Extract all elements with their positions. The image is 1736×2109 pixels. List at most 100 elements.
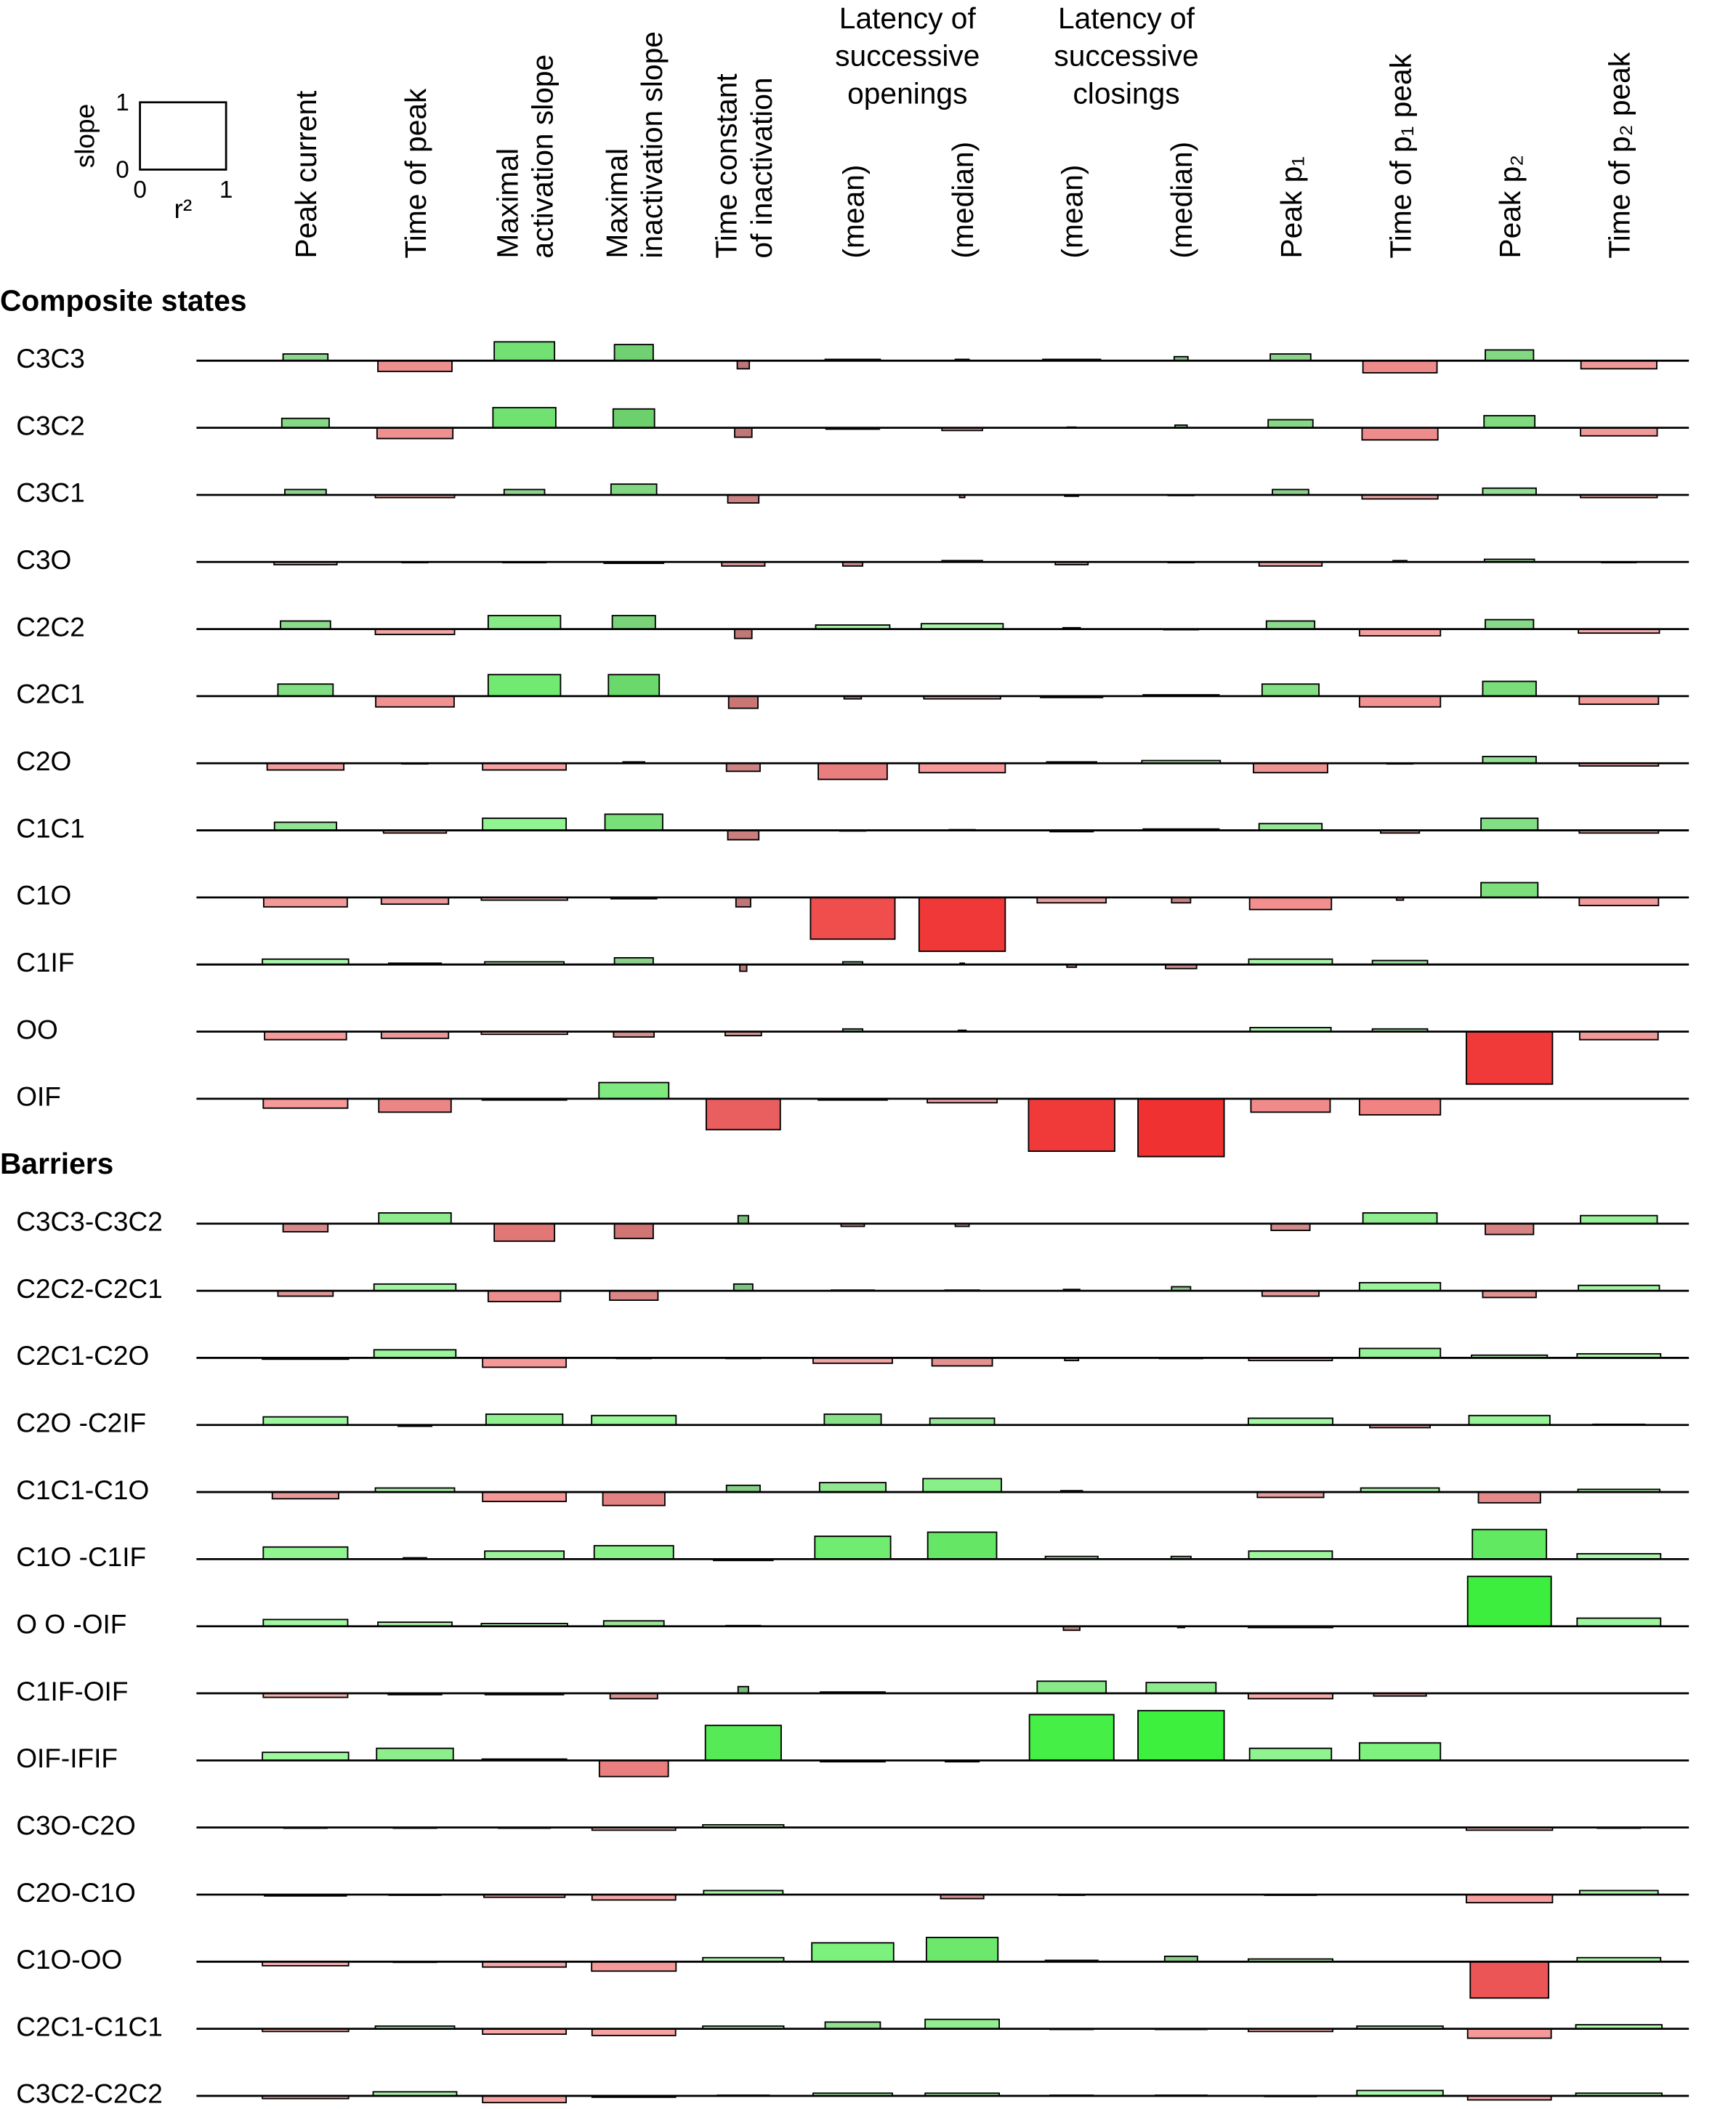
legend-y-tick: 0 [116, 156, 129, 183]
row-label: C3C2 [16, 410, 85, 440]
column-label: Time of peak [399, 88, 432, 259]
bar [1250, 1097, 1331, 1113]
bar [378, 1097, 452, 1113]
bar [602, 1491, 666, 1507]
bar [376, 1747, 454, 1762]
column-label: Maximal [600, 148, 634, 259]
bar [613, 344, 654, 362]
bar [704, 1725, 782, 1762]
row-label: C3C2-C2C2 [16, 2078, 163, 2109]
bar [818, 1482, 887, 1493]
bar [931, 1357, 993, 1367]
column-label: (median) [1165, 142, 1198, 259]
bar [1028, 1714, 1115, 1762]
bar [264, 1031, 347, 1041]
bar [482, 1491, 568, 1502]
bar [593, 1544, 674, 1560]
column-label: inactivation slope [635, 31, 669, 258]
bar [482, 817, 568, 831]
bar [487, 1290, 562, 1302]
column-label: Peak current [289, 90, 323, 259]
row-label: C1C1-C1O [16, 1475, 149, 1505]
bar [607, 674, 661, 697]
column-label: Time of p₂ peak [1603, 52, 1636, 258]
bar [1580, 360, 1658, 370]
bar [737, 1214, 749, 1225]
bar [1468, 1414, 1551, 1426]
bar [1480, 817, 1539, 831]
bar [1261, 683, 1320, 697]
bar [493, 341, 556, 362]
bar [1483, 415, 1536, 429]
bar [262, 896, 348, 908]
group-label: openings [847, 77, 967, 110]
legend-x-label: r² [174, 193, 193, 224]
bar [262, 1546, 349, 1560]
bar [810, 896, 896, 940]
row-label: OO [16, 1014, 58, 1044]
row-label: C1IF [16, 947, 74, 977]
bar [598, 1759, 669, 1778]
bar [1580, 427, 1658, 437]
column-label: (mean) [1056, 165, 1089, 259]
group-label: successive [1054, 39, 1198, 73]
bar [604, 813, 663, 831]
bar [262, 1097, 349, 1109]
bar [591, 1414, 677, 1426]
row-label: OIF [16, 1081, 61, 1112]
bar [1482, 680, 1537, 697]
bar [734, 628, 753, 640]
bar [280, 417, 330, 429]
bar [482, 1357, 568, 1368]
bar [823, 1414, 882, 1426]
bar [811, 1942, 895, 1963]
bar [378, 1212, 452, 1225]
bar [1469, 1961, 1550, 1999]
bar [1471, 1528, 1548, 1560]
bar [918, 762, 1006, 774]
bar [1466, 2028, 1552, 2039]
bar [484, 1550, 565, 1560]
bar [735, 896, 751, 908]
bar [1578, 896, 1660, 906]
bar [1480, 882, 1539, 898]
bar [1267, 419, 1314, 429]
bar [1361, 427, 1439, 441]
row-label: C3C3-C3C2 [16, 1206, 163, 1237]
bar [1466, 1894, 1554, 1904]
row-label: C2O -C2IF [16, 1408, 146, 1438]
bar [736, 360, 751, 370]
bar [375, 695, 455, 708]
bar [925, 1937, 999, 1963]
bar [922, 1477, 1002, 1493]
column-label: Maximal [490, 148, 524, 259]
bar [1248, 896, 1333, 911]
row-label: C1O-OO [16, 1944, 122, 1975]
bar [1036, 1680, 1107, 1694]
section-title: Composite states [0, 283, 247, 317]
bar [1485, 1222, 1535, 1235]
bar [814, 1535, 892, 1560]
bar [487, 674, 562, 697]
bar [1137, 1097, 1225, 1158]
bar [1578, 695, 1660, 705]
bar [705, 1097, 781, 1131]
bar [1358, 695, 1442, 708]
bar [1253, 762, 1328, 774]
bar [1578, 1031, 1659, 1041]
group-label: Latency of [1058, 1, 1195, 35]
legend-y-tick: 1 [116, 89, 129, 116]
row-label: C3O-C2O [16, 1810, 136, 1840]
bar [273, 821, 337, 831]
bar [609, 1290, 659, 1301]
bar [1265, 620, 1316, 630]
row-label: C2O [16, 746, 71, 776]
bar [277, 683, 334, 697]
bar [262, 1751, 350, 1762]
bar [1137, 1709, 1225, 1762]
bar [591, 1961, 677, 1972]
row-label: C1O [16, 880, 71, 911]
bar [727, 695, 759, 709]
bar [613, 1222, 654, 1240]
bar [487, 615, 562, 630]
